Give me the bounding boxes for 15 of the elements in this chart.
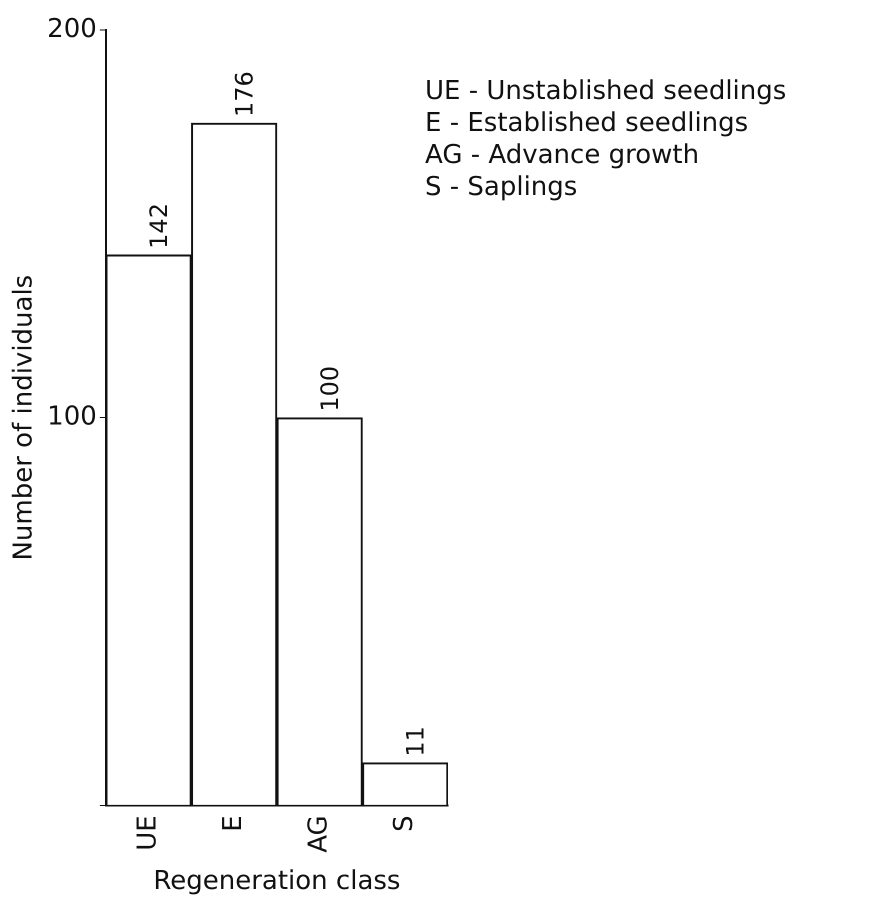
- data-label: 100: [316, 366, 344, 412]
- x-tick-label: S: [388, 815, 419, 832]
- annotation: AG - Advance growth: [425, 139, 700, 171]
- annotation: UE - Unstablished seedlings: [425, 75, 786, 107]
- data-label: 11: [401, 726, 430, 757]
- data-label: 142: [144, 203, 173, 249]
- data-label: 176: [230, 71, 258, 118]
- annotation: S - Saplings: [425, 171, 578, 203]
- x-tick-label: AG: [303, 815, 334, 853]
- y-tick-label: 200: [47, 14, 97, 44]
- y-axis-title: Number of individuals: [8, 274, 38, 561]
- x-axis-title: Regeneration class: [153, 866, 400, 896]
- x-tick-label: E: [218, 815, 248, 832]
- x-tick-label: UE: [132, 815, 162, 851]
- annotation: E - Established seedlings: [425, 107, 750, 139]
